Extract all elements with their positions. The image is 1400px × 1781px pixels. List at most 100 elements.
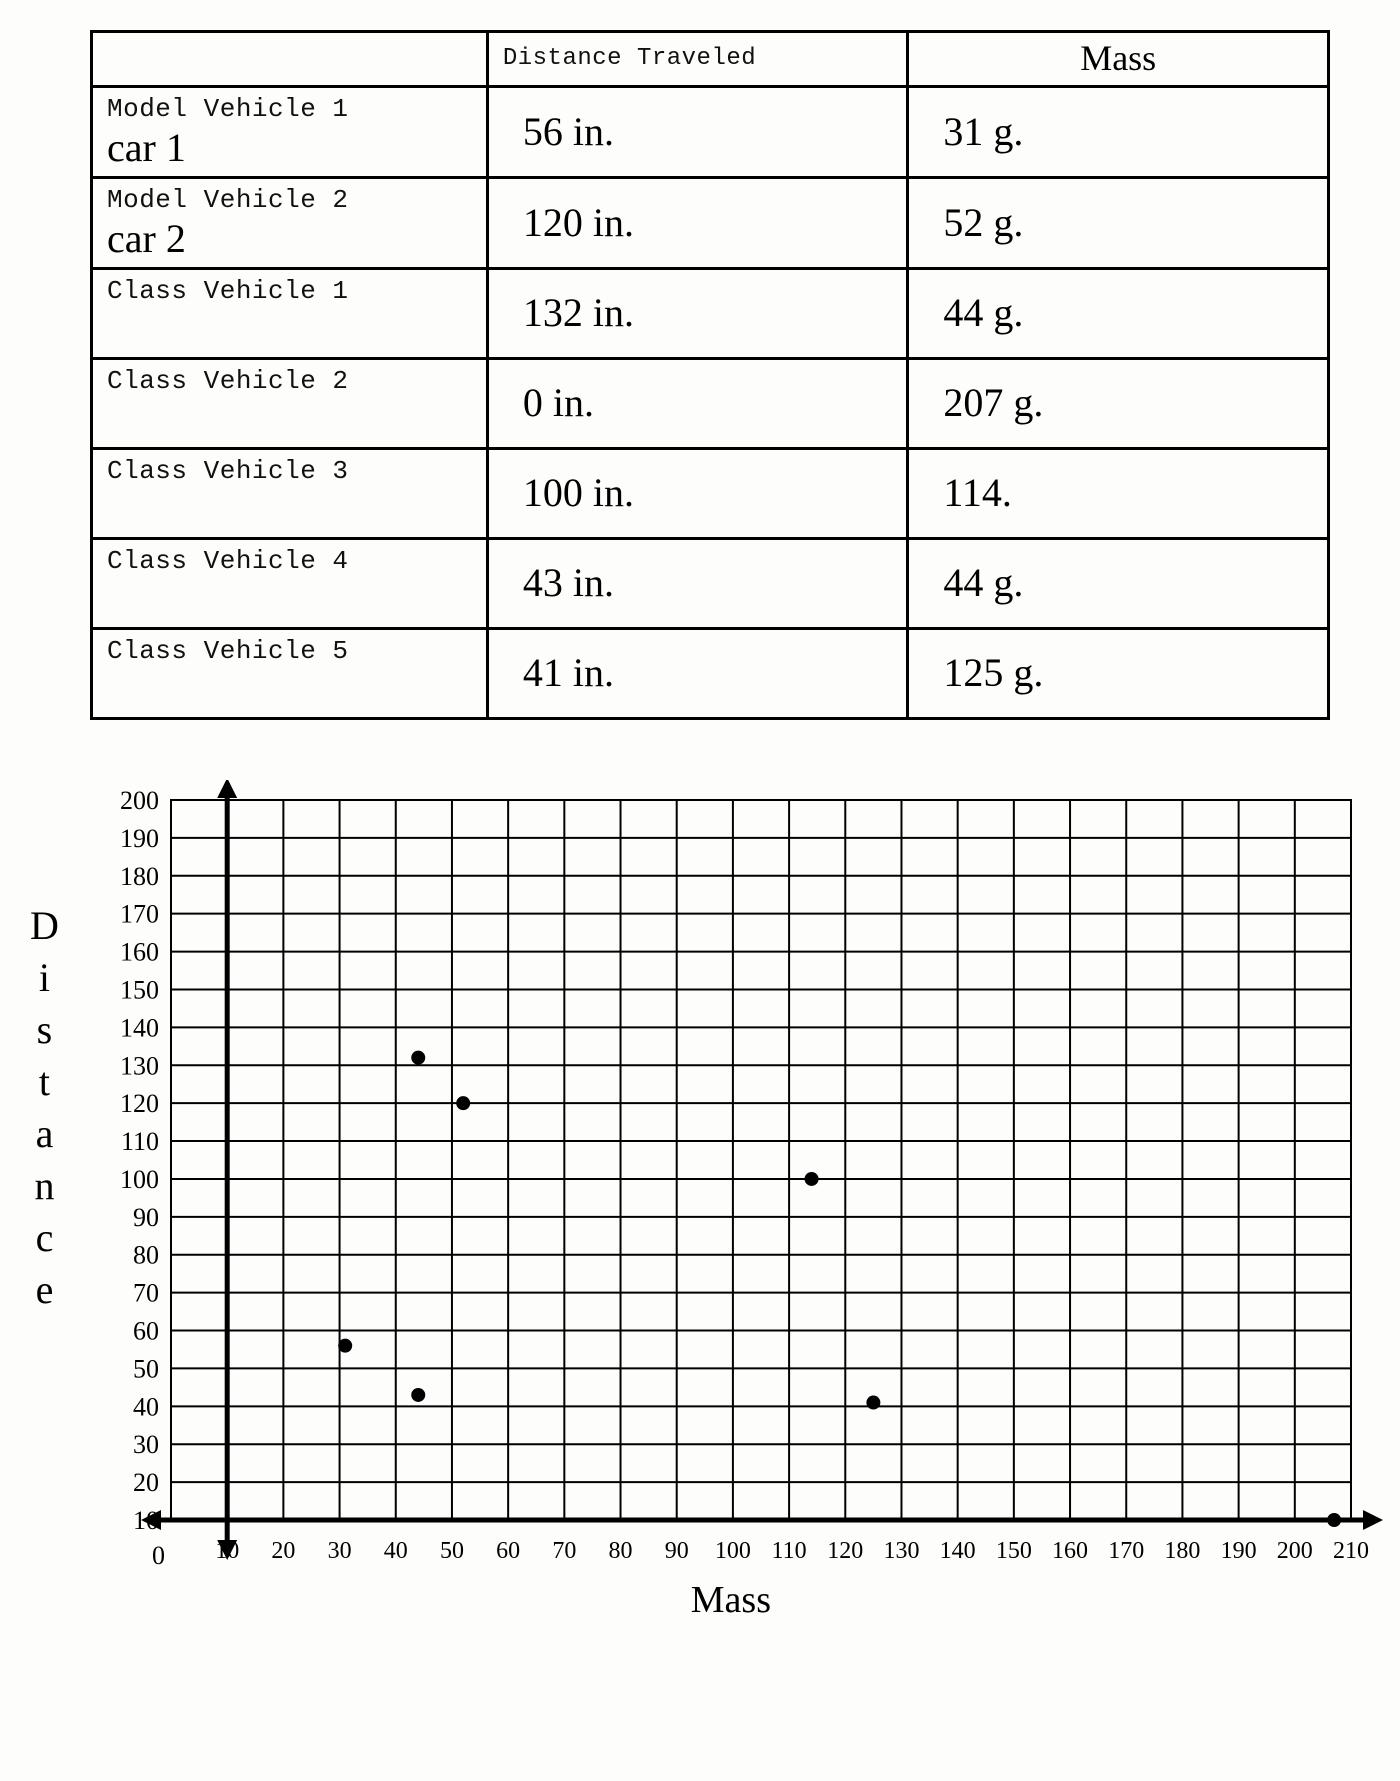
mass-value: 31 g. [943, 110, 1023, 154]
vehicle-data-table: Distance Traveled Mass Model Vehicle 1ca… [90, 30, 1330, 720]
typed-label: Class Vehicle 3 [107, 456, 472, 486]
chart-box: 10 20 30 40 50 60 70 80 90 100 110 120 130 140 150 160 1… [71, 780, 1391, 1622]
distance-cell: 120 in. [487, 177, 908, 268]
distance-cell: 100 in. [487, 448, 908, 538]
row-label-cell: Class Vehicle 3 [92, 448, 488, 538]
y-axis-letter: a [30, 1108, 61, 1160]
origin-label: 0 [152, 1541, 165, 1570]
mass-cell: 207 g. [908, 358, 1329, 448]
mass-value: 114. [943, 471, 1012, 515]
distance-cell: 41 in. [487, 628, 908, 718]
y-tick-label: 150 [120, 975, 159, 1004]
mass-cell: 44 g. [908, 538, 1329, 628]
x-tick-label: 190 [1221, 1538, 1257, 1564]
mass-cell: 114. [908, 448, 1329, 538]
table-row: Class Vehicle 1 132 in. 44 g. [92, 268, 1329, 358]
y-tick-label: 190 [120, 823, 159, 852]
x-tick-label: 140 [940, 1538, 976, 1564]
mass-value: 207 g. [943, 381, 1043, 425]
x-tick-label: 70 [552, 1538, 576, 1564]
mass-cell: 125 g. [908, 628, 1329, 718]
y-axis-letter: t [30, 1056, 61, 1108]
y-tick-label: 50 [133, 1354, 159, 1383]
scatter-chart-area: Distance 10 20 30 40 50 60 70 80 90 100 110 120 130 1… [30, 780, 1350, 1622]
typed-label: Class Vehicle 2 [107, 366, 472, 396]
y-tick-label: 80 [133, 1240, 159, 1269]
mass-cell: 44 g. [908, 268, 1329, 358]
row-label-cell: Class Vehicle 1 [92, 268, 488, 358]
mass-value: 52 g. [943, 201, 1023, 245]
distance-value: 56 in. [523, 110, 614, 154]
handwritten-label: car 1 [107, 126, 472, 170]
x-tick-label: 20 [271, 1538, 295, 1564]
y-tick-label: 160 [120, 937, 159, 966]
table-row: Model Vehicle 1car 1 56 in. 31 g. [92, 86, 1329, 177]
y-tick-label: 140 [120, 1013, 159, 1042]
x-tick-label: 50 [440, 1538, 464, 1564]
table-row: Class Vehicle 443 in.44 g. [92, 538, 1329, 628]
table-row: Class Vehicle 5 41 in. 125 g. [92, 628, 1329, 718]
row-label-cell: Model Vehicle 1car 1 [92, 86, 488, 177]
data-point [338, 1338, 352, 1352]
arrowhead-up-icon [217, 780, 237, 798]
handwritten-label: car 2 [107, 217, 472, 261]
y-axis-letter: e [30, 1264, 61, 1316]
y-axis-letter: i [30, 952, 61, 1004]
mass-cell: 52 g. [908, 177, 1329, 268]
x-tick-label: 120 [827, 1538, 863, 1564]
y-tick-label: 60 [133, 1316, 159, 1345]
y-tick-label: 170 [120, 899, 159, 928]
x-tick-label: 100 [715, 1538, 751, 1564]
y-tick-label: 30 [133, 1430, 159, 1459]
table-row: Class Vehicle 3 100 in. 114. [92, 448, 1329, 538]
data-point [866, 1395, 880, 1409]
typed-label: Class Vehicle 4 [107, 546, 472, 576]
arrowhead-right-icon [1363, 1510, 1383, 1530]
y-axis-letter: c [30, 1212, 61, 1264]
x-tick-label: 30 [327, 1538, 351, 1564]
y-tick-label: 10 [133, 1506, 159, 1535]
x-tick-label: 40 [384, 1538, 408, 1564]
distance-value: 100 in. [523, 471, 634, 515]
x-tick-label: 60 [496, 1538, 520, 1564]
row-label-cell: Class Vehicle 4 [92, 538, 488, 628]
y-tick-label: 110 [121, 1127, 159, 1156]
y-axis-label: Distance [30, 900, 61, 1316]
y-tick-label: 70 [133, 1278, 159, 1307]
typed-label: Class Vehicle 5 [107, 636, 472, 666]
data-point [804, 1172, 818, 1186]
x-axis-label: Mass [71, 1578, 1391, 1622]
scatter-plot: 10 20 30 40 50 60 70 80 90 100 110 120 130 140 150 160 1… [71, 780, 1391, 1570]
distance-cell: 0 in. [487, 358, 908, 448]
distance-value: 0 in. [523, 381, 594, 425]
mass-value: 125 g. [943, 651, 1043, 695]
x-tick-label: 180 [1164, 1538, 1200, 1564]
x-tick-label: 200 [1277, 1538, 1313, 1564]
data-point [411, 1050, 425, 1064]
row-label-cell: Class Vehicle 2 [92, 358, 488, 448]
plot-border [171, 800, 1351, 1520]
y-tick-label: 200 [120, 786, 159, 815]
distance-cell: 56 in. [487, 86, 908, 177]
mass-value: 44 g. [943, 561, 1023, 605]
y-tick-label: 20 [133, 1468, 159, 1497]
header-mass-label: Mass [1080, 38, 1156, 78]
data-point [411, 1388, 425, 1402]
table-row: Model Vehicle 2car 2 120 in. 52 g. [92, 177, 1329, 268]
typed-label: Model Vehicle 2 [107, 185, 472, 215]
typed-label: Model Vehicle 1 [107, 94, 472, 124]
x-tick-label: 90 [665, 1538, 689, 1564]
mass-cell: 31 g. [908, 86, 1329, 177]
distance-value: 132 in. [523, 291, 634, 335]
x-tick-label: 80 [608, 1538, 632, 1564]
x-tick-label: 130 [883, 1538, 919, 1564]
data-point [1327, 1513, 1341, 1527]
y-axis-letter: s [30, 1004, 61, 1056]
table-row: Class Vehicle 2 0 in. 207 g. [92, 358, 1329, 448]
y-tick-label: 40 [133, 1392, 159, 1421]
y-tick-label: 130 [120, 1051, 159, 1080]
typed-label: Class Vehicle 1 [107, 276, 472, 306]
y-tick-label: 120 [120, 1089, 159, 1118]
mass-value: 44 g. [943, 291, 1023, 335]
y-tick-label: 100 [120, 1165, 159, 1194]
